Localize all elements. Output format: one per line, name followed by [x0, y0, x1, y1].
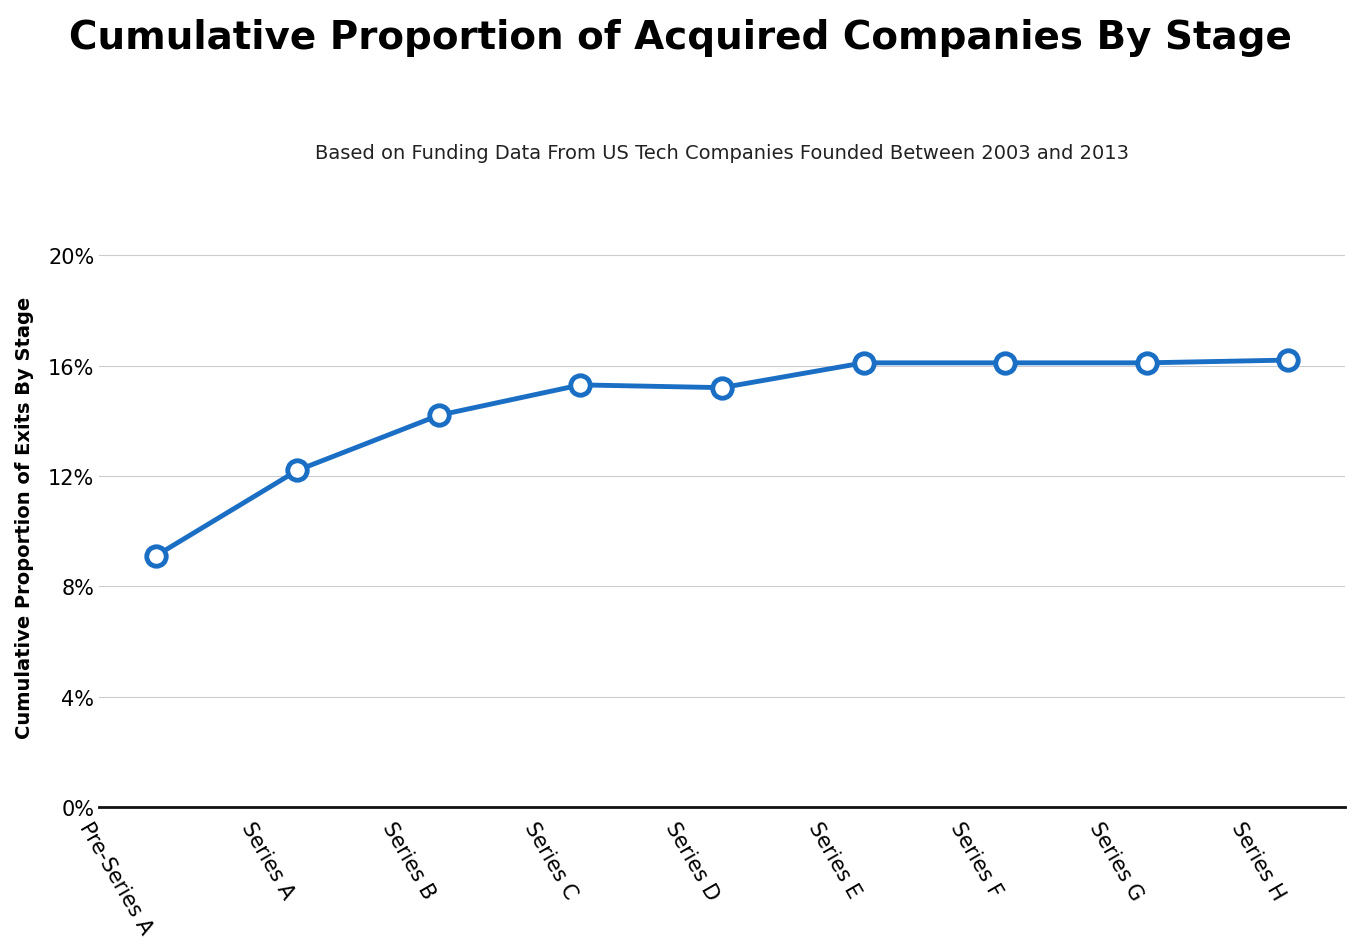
Title: Based on Funding Data From US Tech Companies Founded Between 2003 and 2013: Based on Funding Data From US Tech Compa…	[316, 144, 1129, 163]
Y-axis label: Cumulative Proportion of Exits By Stage: Cumulative Proportion of Exits By Stage	[15, 297, 34, 739]
Text: Cumulative Proportion of Acquired Companies By Stage: Cumulative Proportion of Acquired Compan…	[68, 19, 1292, 57]
